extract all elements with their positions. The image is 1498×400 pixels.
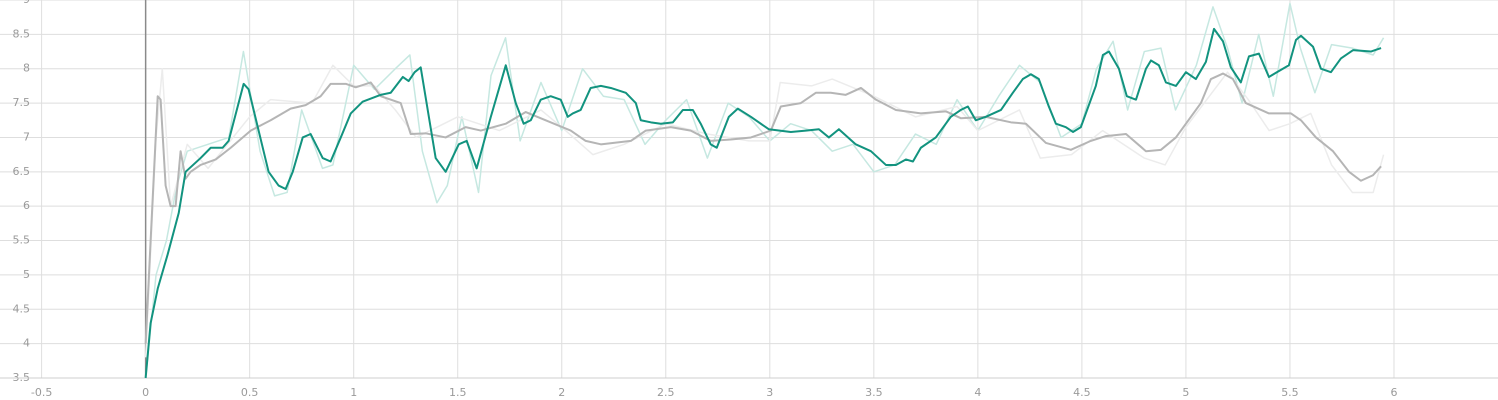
x-tick-label: -0.5: [31, 386, 52, 399]
x-tick-label: 6: [1390, 386, 1397, 399]
x-tick-label: 1: [350, 386, 357, 399]
series-line: [144, 72, 1382, 344]
y-tick-label: 8.5: [13, 27, 31, 40]
y-tick-label: 4: [23, 337, 30, 350]
x-tick-label: 2: [558, 386, 565, 399]
x-tick-label: 3.5: [865, 386, 883, 399]
y-tick-label: 4.5: [13, 302, 31, 315]
series-line: [144, 64, 1385, 358]
x-tick-label: 4.5: [1073, 386, 1091, 399]
y-tick-label: 9: [23, 0, 30, 6]
x-tick-label: 4: [974, 386, 981, 399]
y-tick-label: 7.5: [13, 96, 31, 109]
y-tick-label: 8: [23, 62, 30, 75]
y-tick-label: 6: [23, 199, 30, 212]
x-tick-label: 0.5: [241, 386, 259, 399]
y-tick-label: 5.5: [13, 234, 31, 247]
series-line: [144, 27, 1382, 379]
y-tick-label: 7: [23, 130, 30, 143]
x-tick-label: 3: [766, 386, 773, 399]
x-tick-label: 5: [1182, 386, 1189, 399]
x-tick-label: 1.5: [449, 386, 467, 399]
x-tick-label: 0: [142, 386, 149, 399]
y-tick-label: 5: [23, 268, 30, 281]
y-tick-label: 6.5: [13, 165, 31, 178]
x-tick-label: 5.5: [1281, 386, 1299, 399]
series-line: [144, 2, 1385, 379]
x-tick-label: 2.5: [657, 386, 675, 399]
